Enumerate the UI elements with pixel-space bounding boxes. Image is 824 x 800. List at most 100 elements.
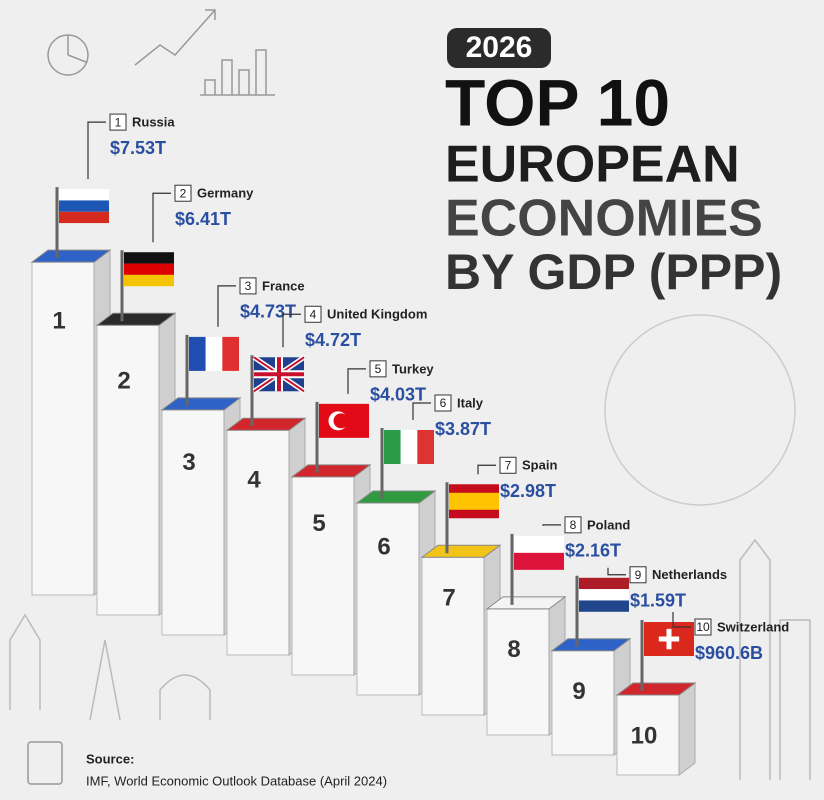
pillar-rank: 8: [507, 636, 520, 663]
flag-stripe: [124, 274, 174, 287]
leader-line: [217, 285, 236, 327]
title-line: BY GDP (PPP): [445, 244, 782, 300]
pillar-rank: 9: [572, 678, 585, 705]
source: IMF, World Economic Outlook Database (Ap…: [86, 773, 387, 788]
pillar-top: [160, 397, 242, 411]
leader-line: [672, 612, 691, 628]
pillar-top: [420, 544, 502, 558]
flag-stripe: [205, 336, 223, 371]
pillar-rank: 3: [182, 449, 195, 476]
rank-box-label: 6: [440, 396, 447, 410]
country-name: Turkey: [392, 361, 434, 376]
source-label: Source:: [86, 751, 134, 766]
flag-stripe: [124, 252, 174, 264]
pillar-front: [161, 409, 225, 636]
pillar-front: [31, 261, 95, 596]
flag-stripe: [384, 430, 401, 465]
value-label: $4.03T: [370, 385, 426, 405]
country-name: Switzerland: [717, 619, 789, 634]
city-sketch: [9, 538, 811, 780]
trend-sketch: [134, 9, 216, 66]
leader-line: [347, 368, 366, 394]
rank-box: [434, 394, 452, 412]
value-label: $1.59T: [630, 591, 686, 611]
flag: [319, 403, 369, 438]
leader-line: [542, 524, 561, 526]
pillar-top: [290, 464, 372, 478]
flag-cross: [254, 357, 304, 392]
country-name: Poland: [587, 517, 630, 532]
pillar-front: [226, 429, 290, 656]
rank-box-label: 10: [696, 620, 710, 634]
value-label: $960.6B: [695, 643, 763, 663]
value-label: $4.72T: [305, 330, 361, 350]
pillar-top: [30, 249, 112, 263]
globe-sketch: [604, 314, 796, 506]
pillar-top: [615, 682, 697, 696]
flag: [59, 189, 109, 224]
leader-line: [412, 402, 431, 421]
pillar-front: [356, 502, 420, 696]
bar-sketch: [200, 49, 275, 96]
pillar-front: [486, 608, 550, 736]
flag-crescent: [333, 413, 349, 429]
pillar-rank: 1: [52, 307, 65, 334]
flag-stripe: [417, 430, 434, 465]
flag: [514, 535, 564, 570]
rank-box: [629, 566, 647, 584]
pillar-front: [96, 324, 160, 616]
rank-box: [109, 113, 127, 131]
rank-box: [369, 360, 387, 378]
pillar-rank: 4: [247, 467, 261, 494]
flag: [252, 355, 306, 394]
rank-box-label: 3: [245, 279, 252, 293]
pillar: [615, 682, 697, 776]
rank-box: [304, 305, 322, 323]
flag: [384, 430, 434, 465]
rank-box-label: 9: [635, 568, 642, 582]
flag-stripe: [222, 336, 239, 371]
flag-stripe: [514, 552, 564, 570]
leader-line: [607, 567, 626, 576]
pillar-side: [678, 682, 696, 776]
flag: [189, 336, 239, 371]
flag-cross: [658, 628, 680, 650]
value-label: $2.16T: [565, 541, 621, 561]
pillar-top: [550, 638, 632, 652]
year-badge: [447, 28, 551, 68]
clipboard-icon: [27, 741, 63, 785]
pillar-rank: 5: [312, 510, 325, 537]
value-label: $2.98T: [500, 481, 556, 501]
country-name: Germany: [197, 186, 254, 201]
flag: [124, 252, 174, 287]
rank-box-label: 5: [375, 362, 382, 376]
flag-stripe: [59, 211, 109, 224]
value-label: $4.73T: [240, 302, 296, 322]
country-name: Spain: [522, 458, 557, 473]
flag-stripe: [124, 263, 174, 275]
leader-line: [152, 192, 171, 243]
decoration-sketches: [9, 9, 811, 785]
pillar-rank: 10: [631, 722, 658, 749]
rank-box: [499, 456, 517, 474]
flag-stripe: [449, 492, 499, 510]
pillar-rank: 6: [377, 533, 390, 560]
leader-line: [477, 464, 496, 475]
rank-box: [694, 618, 712, 636]
rank-box-label: 2: [180, 186, 187, 200]
flag: [644, 622, 694, 657]
pillar-top: [225, 417, 307, 431]
country-name: Netherlands: [652, 567, 727, 582]
flag-stripe: [579, 600, 629, 612]
pillar-front: [291, 476, 355, 676]
leader-line: [282, 313, 301, 348]
flag-stripe: [59, 189, 109, 201]
pillar-top: [95, 312, 177, 326]
pillar-rank: 2: [117, 368, 130, 395]
flag: [579, 577, 629, 612]
pie-sketch-lines: [67, 35, 87, 63]
flag-stripe: [59, 200, 109, 212]
pillar-front: [616, 694, 680, 776]
flag-stripe: [400, 430, 418, 465]
